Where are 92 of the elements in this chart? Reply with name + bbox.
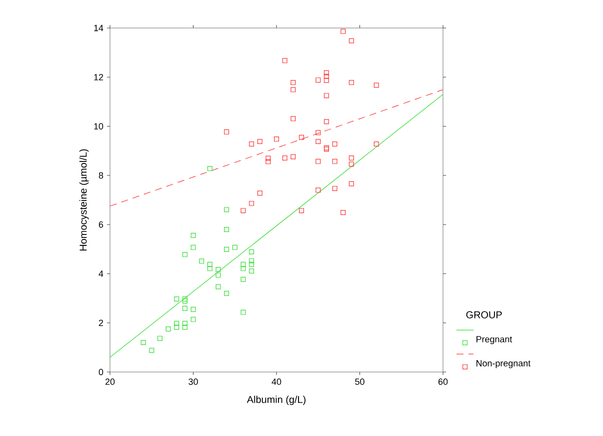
point — [207, 262, 212, 267]
point — [249, 262, 254, 267]
point — [207, 266, 212, 272]
point — [240, 266, 246, 272]
legend-title: GROUP — [466, 311, 502, 318]
point — [257, 190, 262, 196]
point — [182, 306, 188, 311]
point — [324, 78, 329, 83]
point — [316, 158, 321, 164]
point — [290, 87, 296, 92]
point — [348, 181, 354, 186]
point — [290, 116, 296, 122]
point — [324, 70, 329, 76]
point — [249, 141, 254, 146]
point — [324, 74, 329, 79]
y-tick-label: 12 — [94, 74, 104, 80]
x-tick-label: 20 — [105, 378, 115, 385]
point — [316, 130, 321, 136]
point — [249, 249, 254, 254]
point — [216, 272, 221, 278]
point — [224, 290, 230, 296]
point — [174, 320, 180, 326]
x-tick-label: 40 — [272, 378, 282, 385]
point — [332, 158, 338, 164]
point — [316, 188, 321, 193]
point — [324, 93, 329, 98]
point — [182, 252, 188, 258]
y-tick-label: 2 — [98, 320, 104, 326]
y-tick-label: 10 — [94, 123, 104, 130]
y-tick-label: 4 — [98, 270, 104, 277]
y-tick-label: 8 — [98, 172, 104, 179]
point — [324, 119, 329, 124]
point — [174, 296, 180, 302]
point — [249, 268, 254, 274]
point — [224, 246, 230, 252]
point — [340, 210, 346, 216]
point — [290, 154, 296, 160]
point — [348, 162, 354, 167]
point — [166, 326, 171, 332]
legend-label: Non-pregnant — [476, 360, 531, 368]
point — [374, 82, 379, 88]
point — [190, 232, 196, 238]
x-tick-label: 50 — [355, 378, 364, 385]
point — [224, 207, 230, 212]
point — [174, 324, 180, 330]
point — [182, 324, 188, 330]
point — [207, 166, 212, 172]
point — [249, 200, 254, 206]
point — [190, 306, 196, 312]
point — [157, 336, 162, 341]
point — [348, 155, 354, 160]
x-tick-label: 60 — [438, 378, 448, 385]
point — [298, 134, 304, 140]
point — [257, 139, 262, 144]
point — [240, 276, 246, 282]
point — [149, 348, 154, 353]
point — [282, 155, 288, 160]
point — [340, 28, 346, 34]
point — [224, 129, 230, 134]
y-tick-label: 0 — [98, 368, 104, 376]
point — [199, 258, 204, 264]
point — [274, 136, 280, 142]
point — [240, 262, 246, 267]
point — [316, 78, 321, 83]
point — [224, 226, 230, 232]
point — [348, 80, 354, 86]
point — [332, 141, 338, 146]
point — [240, 310, 246, 315]
point — [240, 208, 246, 214]
point — [374, 141, 379, 146]
point — [140, 340, 146, 346]
point — [316, 139, 321, 144]
point — [216, 267, 221, 272]
y-axis-title: Homocysteine (µmol/L) — [79, 149, 89, 250]
point — [332, 186, 338, 191]
x-tick-label: 30 — [188, 378, 198, 385]
legend-label: Pregnant — [476, 336, 512, 344]
point — [266, 159, 271, 164]
point — [282, 58, 288, 64]
point — [182, 320, 188, 326]
point — [290, 80, 296, 86]
point — [232, 244, 238, 250]
point — [348, 38, 354, 44]
point — [266, 156, 271, 161]
x-axis-title: Albumin (g/L) — [246, 396, 306, 405]
point — [190, 244, 196, 250]
point — [190, 316, 196, 322]
point — [249, 258, 254, 264]
point — [216, 284, 221, 290]
y-tick-label: 6 — [98, 221, 104, 228]
y-tick-label: 14 — [94, 24, 104, 32]
point — [298, 208, 304, 214]
